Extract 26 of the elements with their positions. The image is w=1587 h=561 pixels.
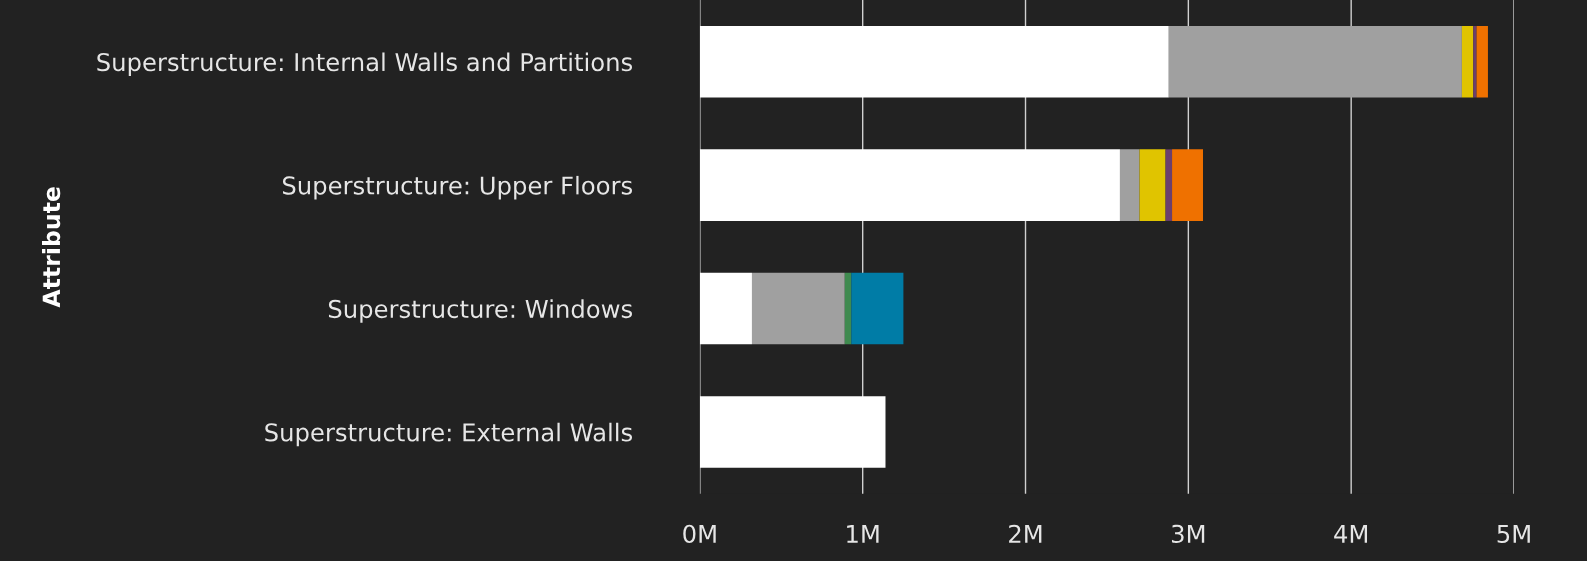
x-tick-label: 1M <box>847 524 879 543</box>
y-tick-label: Superstructure: Internal Walls and Partitions <box>97 52 633 76</box>
x-tick-label: 2M <box>1009 524 1042 543</box>
bar <box>1476 25 1488 98</box>
y-tick-label: Superstructure: Upper Floors <box>282 175 633 200</box>
y-tick-label: Superstructure: External Walls <box>265 422 633 447</box>
bar <box>1119 149 1140 221</box>
x-tick-label: 4M <box>1334 524 1368 543</box>
bar <box>1473 25 1477 98</box>
x-tick-label: 3M <box>1171 524 1205 544</box>
bar <box>1165 149 1173 221</box>
bar <box>1461 25 1474 98</box>
y-tick-label: Superstructure: Windows <box>328 299 633 323</box>
bar <box>1172 149 1203 221</box>
bar <box>699 396 886 468</box>
bar <box>699 25 1169 98</box>
bar <box>844 272 852 345</box>
bar <box>699 149 1120 221</box>
y-axis-title: Attribute <box>41 187 61 308</box>
x-tick-label: 5M <box>1497 524 1530 544</box>
bar <box>751 272 845 345</box>
x-tick-label: 0M <box>683 524 716 544</box>
bar <box>851 272 904 345</box>
bar <box>699 272 752 345</box>
bar <box>1139 149 1166 221</box>
bar <box>1168 25 1462 98</box>
